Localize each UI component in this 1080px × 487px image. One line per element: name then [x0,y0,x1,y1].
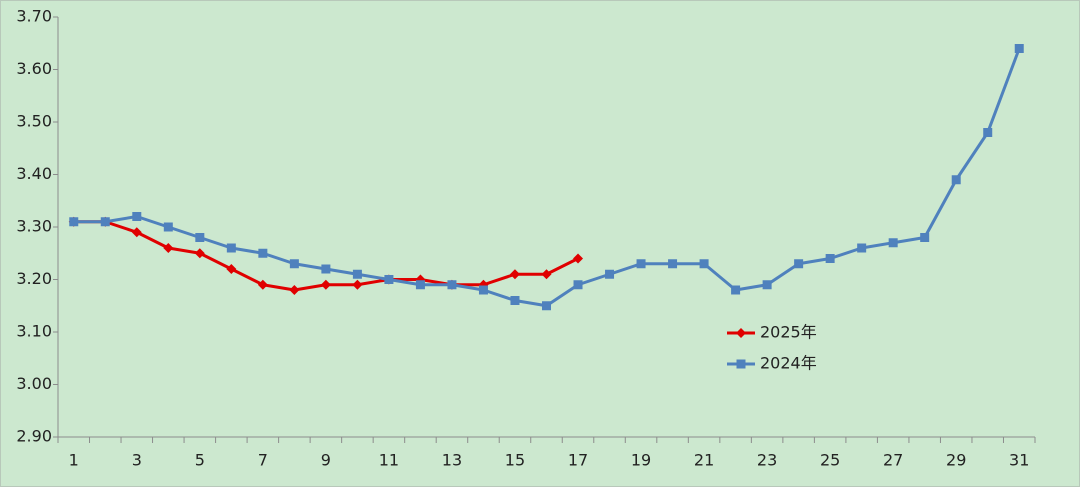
data-point [415,280,425,290]
data-point [668,259,678,269]
data-point [352,279,363,290]
data-point [163,243,174,253]
data-point [226,243,236,253]
x-tick-label: 17 [568,451,588,470]
y-tick-label: 3.60 [16,59,52,78]
y-tick-label: 3.50 [16,112,52,131]
legend-marker [736,328,746,338]
x-tick-label: 31 [1009,451,1029,470]
x-tick-label: 5 [195,451,205,470]
data-point [857,243,867,253]
x-tick-label: 29 [946,451,966,470]
data-point [321,264,331,274]
x-tick-label: 7 [258,451,268,470]
data-point [478,285,488,295]
data-point [762,280,772,290]
data-point [573,280,583,290]
x-tick-label: 21 [694,451,714,470]
data-point [257,279,268,290]
data-point [131,227,142,238]
x-tick-label: 25 [820,451,840,470]
data-point [699,259,709,269]
data-point [289,285,300,295]
data-point [195,233,205,242]
data-point [163,222,173,232]
x-tick-label: 13 [442,451,462,470]
legend-marker [736,359,746,369]
y-tick-label: 3.00 [16,374,52,393]
x-tick-label: 9 [321,451,331,470]
x-tick-label: 1 [69,451,79,470]
data-point [731,285,741,295]
legend-label: 2024年 [760,354,817,373]
data-point [194,248,205,259]
x-tick-label: 15 [505,451,525,470]
data-point [509,269,520,280]
data-point [447,280,457,290]
data-point [605,269,615,279]
data-point [983,128,993,137]
y-tick-label: 3.20 [16,269,52,288]
data-point [100,217,110,227]
data-point [888,238,898,248]
data-point [541,269,552,280]
data-point [258,248,268,258]
data-point [920,233,930,242]
x-tick-label: 3 [132,451,142,470]
y-tick-label: 3.70 [16,7,52,26]
x-tick-label: 23 [757,451,777,470]
data-point [384,275,394,284]
data-point [510,296,520,305]
data-point [542,301,551,311]
x-tick-label: 27 [883,451,903,470]
data-point [132,212,142,221]
y-tick-label: 3.40 [16,164,52,183]
data-point [352,269,362,279]
y-tick-label: 3.10 [16,322,52,341]
data-point [573,253,584,264]
data-point [69,217,79,227]
data-point [289,259,299,269]
y-tick-label: 2.90 [16,427,52,446]
data-point [794,259,804,269]
x-tick-label: 19 [631,451,651,470]
data-point [636,259,646,269]
data-point [1014,44,1024,53]
legend-label: 2025年 [760,323,817,342]
y-tick-label: 3.30 [16,217,52,236]
x-tick-label: 11 [379,451,399,470]
data-point [320,279,331,290]
data-point [951,175,961,185]
data-point [226,264,237,274]
data-point [825,254,835,263]
